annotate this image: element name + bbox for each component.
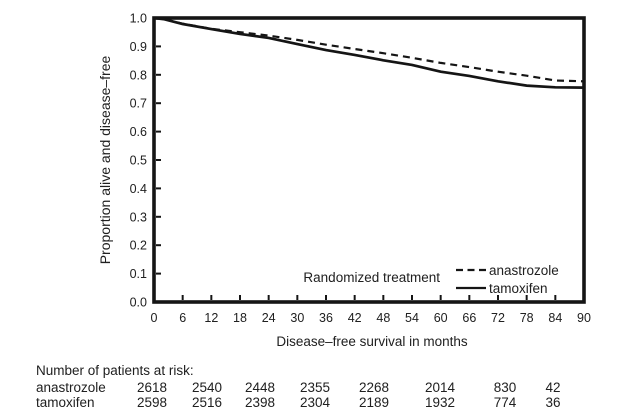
y-tick-label: 0.5 bbox=[130, 154, 147, 168]
risk-count-cell: 2304 bbox=[300, 395, 331, 410]
x-tick-label: 66 bbox=[462, 311, 476, 325]
risk-count-cell: 2355 bbox=[300, 380, 330, 395]
risk-count-cell: 2014 bbox=[425, 380, 456, 395]
y-tick-label: 0.9 bbox=[130, 40, 147, 54]
legend-label-tamoxifen: tamoxifen bbox=[489, 281, 548, 296]
y-tick-label: 0.1 bbox=[130, 267, 147, 281]
risk-count-cell: 2268 bbox=[359, 380, 389, 395]
risk-count-cell: 774 bbox=[494, 395, 517, 410]
risk-row-label-tamoxifen: tamoxifen bbox=[36, 395, 95, 410]
x-tick-label: 12 bbox=[204, 311, 218, 325]
risk-count-cell: 2516 bbox=[192, 395, 222, 410]
y-tick-label: 0.3 bbox=[130, 210, 147, 224]
y-tick-label: 0.2 bbox=[130, 239, 147, 253]
x-tick-label: 90 bbox=[577, 311, 591, 325]
y-tick-label: 0.4 bbox=[130, 182, 147, 196]
x-tick-label: 6 bbox=[179, 311, 186, 325]
x-tick-label: 54 bbox=[405, 311, 419, 325]
legend-label-anastrozole: anastrozole bbox=[489, 263, 559, 278]
x-tick-label: 36 bbox=[319, 311, 333, 325]
curve-anastrozole bbox=[153, 16, 585, 83]
y-tick-label: 0.7 bbox=[130, 97, 147, 111]
risk-row-label-anastrozole: anastrozole bbox=[36, 380, 106, 395]
risk-count-cell: 2618 bbox=[137, 380, 167, 395]
curve-tamoxifen bbox=[153, 16, 585, 89]
x-tick-label: 60 bbox=[434, 311, 448, 325]
risk-count-cell: 2448 bbox=[245, 380, 275, 395]
risk-count-cell: 36 bbox=[545, 395, 560, 410]
x-tick-label: 42 bbox=[348, 311, 362, 325]
x-axis-ticks: 0 6 12 18 24 30 36 42 48 54 60 66 72 78 84 90 bbox=[151, 295, 591, 325]
risk-count-cell: 830 bbox=[494, 380, 517, 395]
x-tick-label: 24 bbox=[262, 311, 276, 325]
risk-count-cell: 2398 bbox=[245, 395, 275, 410]
x-tick-label: 48 bbox=[376, 311, 390, 325]
risk-count-cell: 2540 bbox=[192, 380, 222, 395]
x-tick-label: 78 bbox=[520, 311, 534, 325]
risk-count-cell: 2189 bbox=[359, 395, 389, 410]
risk-count-cell: 42 bbox=[545, 380, 560, 395]
legend-title: Randomized treatment bbox=[303, 270, 440, 285]
x-tick-label: 84 bbox=[548, 311, 562, 325]
risk-table-title: Number of patients at risk: bbox=[36, 363, 194, 378]
y-axis-ticks: 0.0 0.1 0.2 0.3 0.4 0.5 0.6 0.7 0.8 0.9 1.0 bbox=[130, 12, 161, 310]
risk-count-cell: 2598 bbox=[137, 395, 167, 410]
y-axis-title: Proportion alive and disease–free bbox=[97, 55, 113, 264]
risk-table: Number of patients at risk: anastrozole … bbox=[36, 363, 561, 410]
x-axis-title: Disease–free survival in months bbox=[276, 334, 468, 349]
y-tick-label: 0.8 bbox=[130, 68, 147, 82]
risk-count-cell: 1932 bbox=[425, 395, 455, 410]
y-tick-label: 0.0 bbox=[130, 296, 147, 310]
x-tick-label: 18 bbox=[233, 311, 247, 325]
x-tick-label: 30 bbox=[290, 311, 304, 325]
risk-table-cells: 2618 2540 2448 2355 2268 2014 830 42 2598 2516 239… bbox=[137, 380, 561, 410]
plot-frame bbox=[152, 16, 586, 304]
y-tick-label: 0.6 bbox=[130, 125, 147, 139]
y-tick-label: 1.0 bbox=[130, 12, 147, 26]
x-tick-label: 0 bbox=[151, 311, 158, 325]
x-tick-label: 72 bbox=[491, 311, 505, 325]
legend: Randomized treatment anastrozole tamoxif… bbox=[303, 263, 558, 296]
